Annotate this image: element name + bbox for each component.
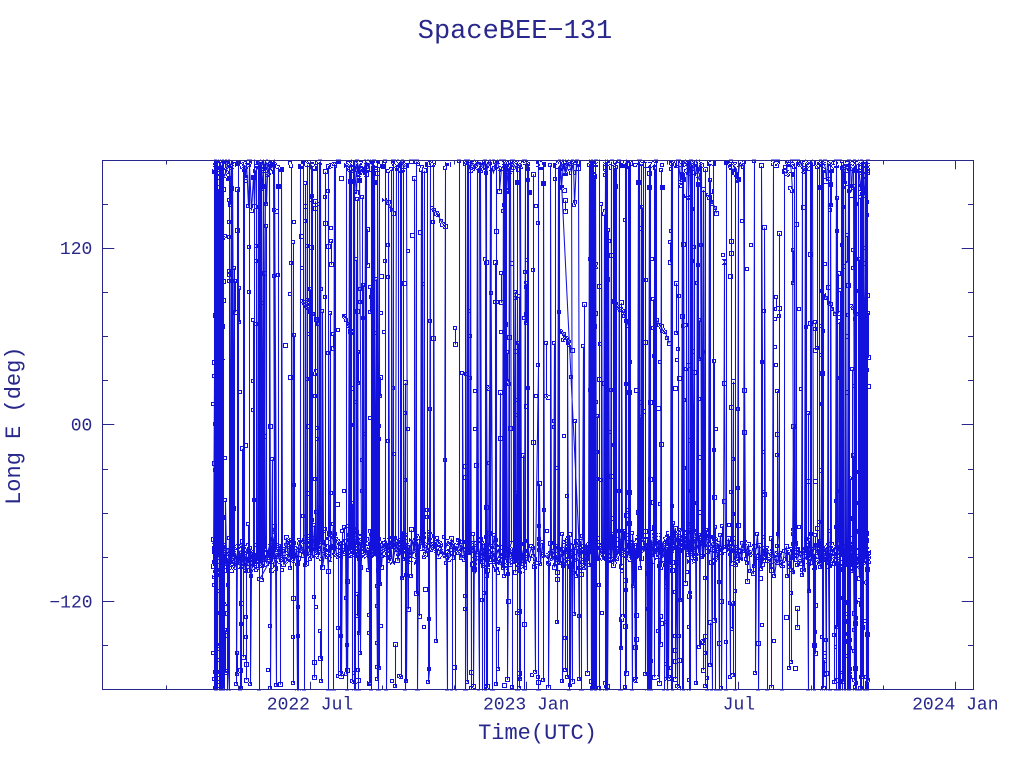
svg-text:2024 Jan: 2024 Jan xyxy=(912,695,998,715)
svg-text:Time(UTC): Time(UTC) xyxy=(478,721,597,746)
svg-text:SpaceBEE−131: SpaceBEE−131 xyxy=(418,17,612,47)
svg-text:00: 00 xyxy=(71,417,93,437)
svg-text:2023 Jan: 2023 Jan xyxy=(483,695,569,715)
svg-text:Long E (deg): Long E (deg) xyxy=(2,346,27,504)
svg-text:120: 120 xyxy=(60,240,92,260)
svg-text:Jul: Jul xyxy=(723,695,755,715)
svg-text:2022 Jul: 2022 Jul xyxy=(267,695,353,715)
svg-text:−120: −120 xyxy=(49,593,92,613)
